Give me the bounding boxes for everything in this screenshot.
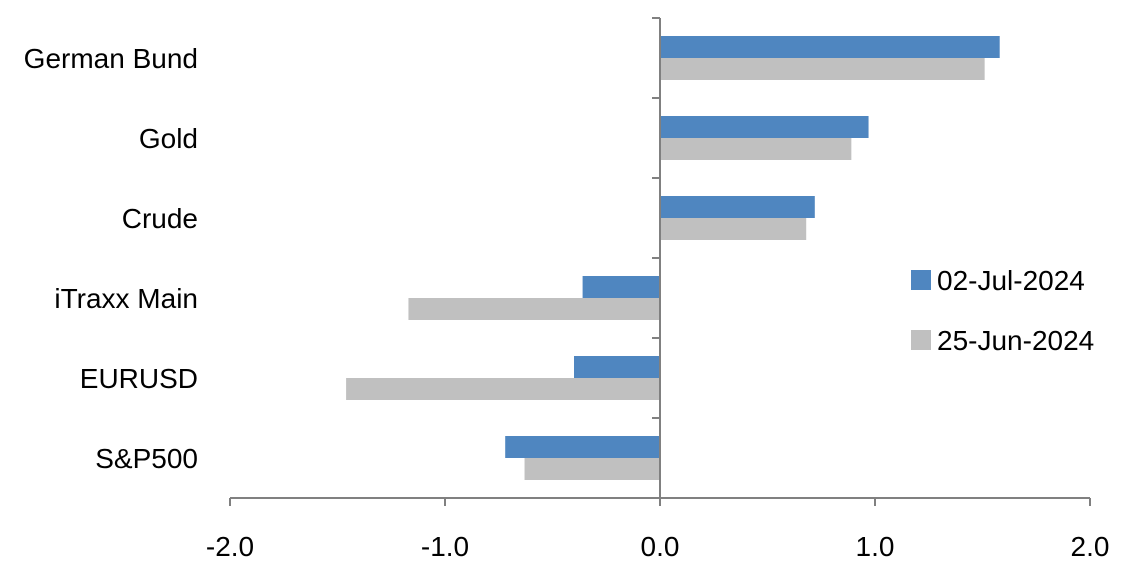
x-tick-label: 0.0 [641,531,680,562]
bar-series2 [660,138,852,160]
bar-series1 [582,276,660,298]
bar-series2 [660,218,807,240]
category-label: S&P500 [95,443,198,474]
legend-swatch [911,270,931,290]
legend-swatch [911,330,931,350]
category-label: iTraxx Main [54,283,198,314]
legend-label: 25-Jun-2024 [937,325,1094,356]
bar-series2 [660,58,985,80]
x-tick-label: -2.0 [206,531,254,562]
bar-series2 [524,458,660,480]
bar-series2 [408,298,660,320]
bar-series1 [660,36,1000,58]
bar-series1 [505,436,660,458]
x-tick-label: 2.0 [1071,531,1110,562]
category-label: Gold [139,123,198,154]
category-label: Crude [122,203,198,234]
legend-label: 02-Jul-2024 [937,265,1085,296]
bar-series1 [574,356,660,378]
x-tick-label: 1.0 [856,531,895,562]
category-label: German Bund [24,43,198,74]
category-label: EURUSD [80,363,198,394]
bar-series2 [346,378,660,400]
x-tick-label: -1.0 [421,531,469,562]
bar-series1 [660,196,815,218]
bar-series1 [660,116,869,138]
